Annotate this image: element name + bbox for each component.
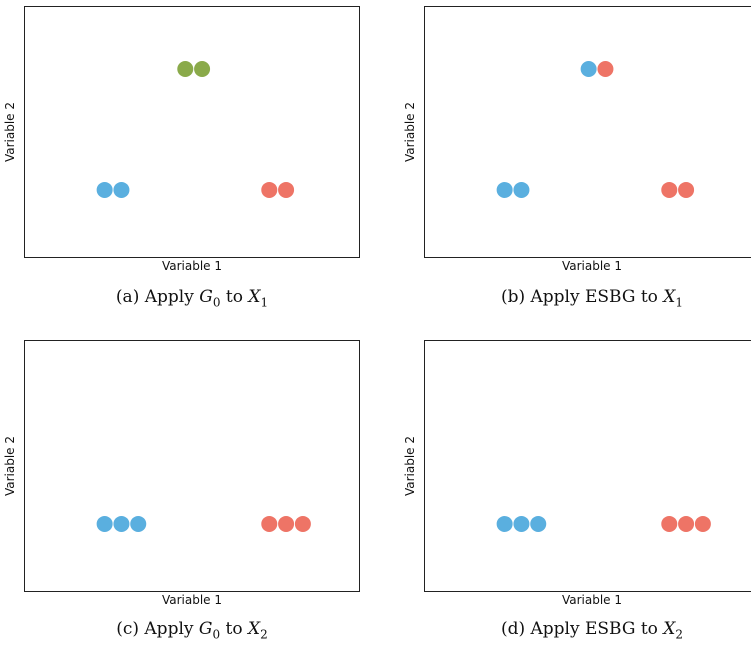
scatter-point [261,515,278,532]
caption-math-g: G [198,619,213,639]
caption-math-x: X [248,287,261,307]
scatter-plot [96,515,311,532]
panel-caption: (c) Apply G0 to X2 [24,619,360,641]
scatter-point [278,181,295,198]
scatter-point [130,515,147,532]
caption-math-x: X [248,619,261,639]
scatter-point [96,515,113,532]
scatter-point [496,515,513,532]
scatter-point [278,515,295,532]
caption-prefix: (d) Apply ESBG to [500,619,664,639]
panel-caption: (d) Apply ESBG to X2 [424,619,751,641]
y-axis-label: Variable 2 [403,101,417,163]
scatter-point [261,181,278,198]
scatter-point [177,61,194,77]
scatter-point [694,515,711,532]
panel-a: Variable 1 Variable 2 (a) Apply G0 to X1 [0,0,375,323]
scatter-point [661,515,678,532]
scatter-plot [496,61,695,198]
caption-prefix: (c) Apply [116,619,199,639]
scatter-point [113,181,130,198]
scatter-point [678,515,695,532]
plot-frame [424,6,751,258]
scatter-point [513,181,530,198]
caption-sub-x: 2 [260,627,268,642]
plot-frame [424,340,751,592]
y-axis-label: Variable 2 [3,101,17,163]
scatter-point [96,181,113,198]
panel-d: Variable 1 Variable 2 (d) Apply ESBG to … [400,334,751,646]
y-axis-label: Variable 2 [3,435,17,497]
scatter-point [194,61,211,77]
plot-frame [24,340,360,592]
x-axis-label: Variable 1 [161,259,223,273]
scatter-point [113,515,130,532]
panel-b: Variable 1 Variable 2 (b) Apply ESBG to … [400,0,751,323]
panel-c: Variable 1 Variable 2 (c) Apply G0 to X2 [0,334,375,646]
caption-prefix: (a) Apply [115,287,200,307]
panel-caption: (a) Apply G0 to X1 [24,287,360,309]
caption-sub-x: 1 [260,295,269,310]
caption-math-x: X [663,287,676,307]
caption-math-x: X [663,619,676,639]
caption-sub-x: 2 [675,627,684,642]
caption-mid: to [220,619,249,639]
scatter-point [661,181,678,198]
scatter-point [597,61,614,77]
x-axis-label: Variable 1 [161,593,223,607]
scatter-point [580,61,597,77]
scatter-point [496,181,513,198]
scatter-plot [496,515,711,532]
plot-frame [24,6,360,258]
caption-sub-g: 0 [212,295,221,310]
scatter-point [513,515,530,532]
panel-caption: (b) Apply ESBG to X1 [424,287,751,309]
y-axis-label: Variable 2 [403,435,417,497]
x-axis-label: Variable 1 [561,593,623,607]
scatter-plot [96,61,295,198]
caption-prefix: (b) Apply ESBG to [500,287,664,307]
caption-math-g: G [199,287,213,307]
scatter-point [294,515,311,532]
scatter-point [678,181,695,198]
caption-sub-g: 0 [212,627,221,642]
scatter-point [530,515,547,532]
caption-sub-x: 1 [675,295,684,310]
caption-mid: to [220,287,249,307]
x-axis-label: Variable 1 [561,259,623,273]
